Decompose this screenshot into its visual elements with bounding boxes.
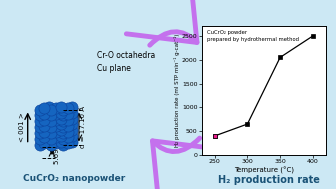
Text: Cr-O octahedra
Cu plane: Cr-O octahedra Cu plane: [97, 51, 156, 73]
Text: 5.69 Å: 5.69 Å: [53, 141, 60, 164]
FancyArrowPatch shape: [153, 138, 223, 189]
Y-axis label: H₂ production rate (ml STP min⁻¹ g-cat⁻¹): H₂ production rate (ml STP min⁻¹ g-cat⁻¹…: [174, 34, 180, 147]
Text: CuCrO₂ nanopowder: CuCrO₂ nanopowder: [23, 174, 125, 183]
Text: d = 17.10 Å: d = 17.10 Å: [80, 106, 86, 148]
Text: H₂ production rate: H₂ production rate: [218, 175, 320, 185]
Text: < 001 >: < 001 >: [19, 112, 25, 142]
X-axis label: Temperature (°C): Temperature (°C): [234, 167, 294, 174]
Text: CuCrO₂ powder
prepared by hydrothermal method: CuCrO₂ powder prepared by hydrothermal m…: [207, 30, 299, 42]
FancyArrowPatch shape: [126, 0, 197, 45]
